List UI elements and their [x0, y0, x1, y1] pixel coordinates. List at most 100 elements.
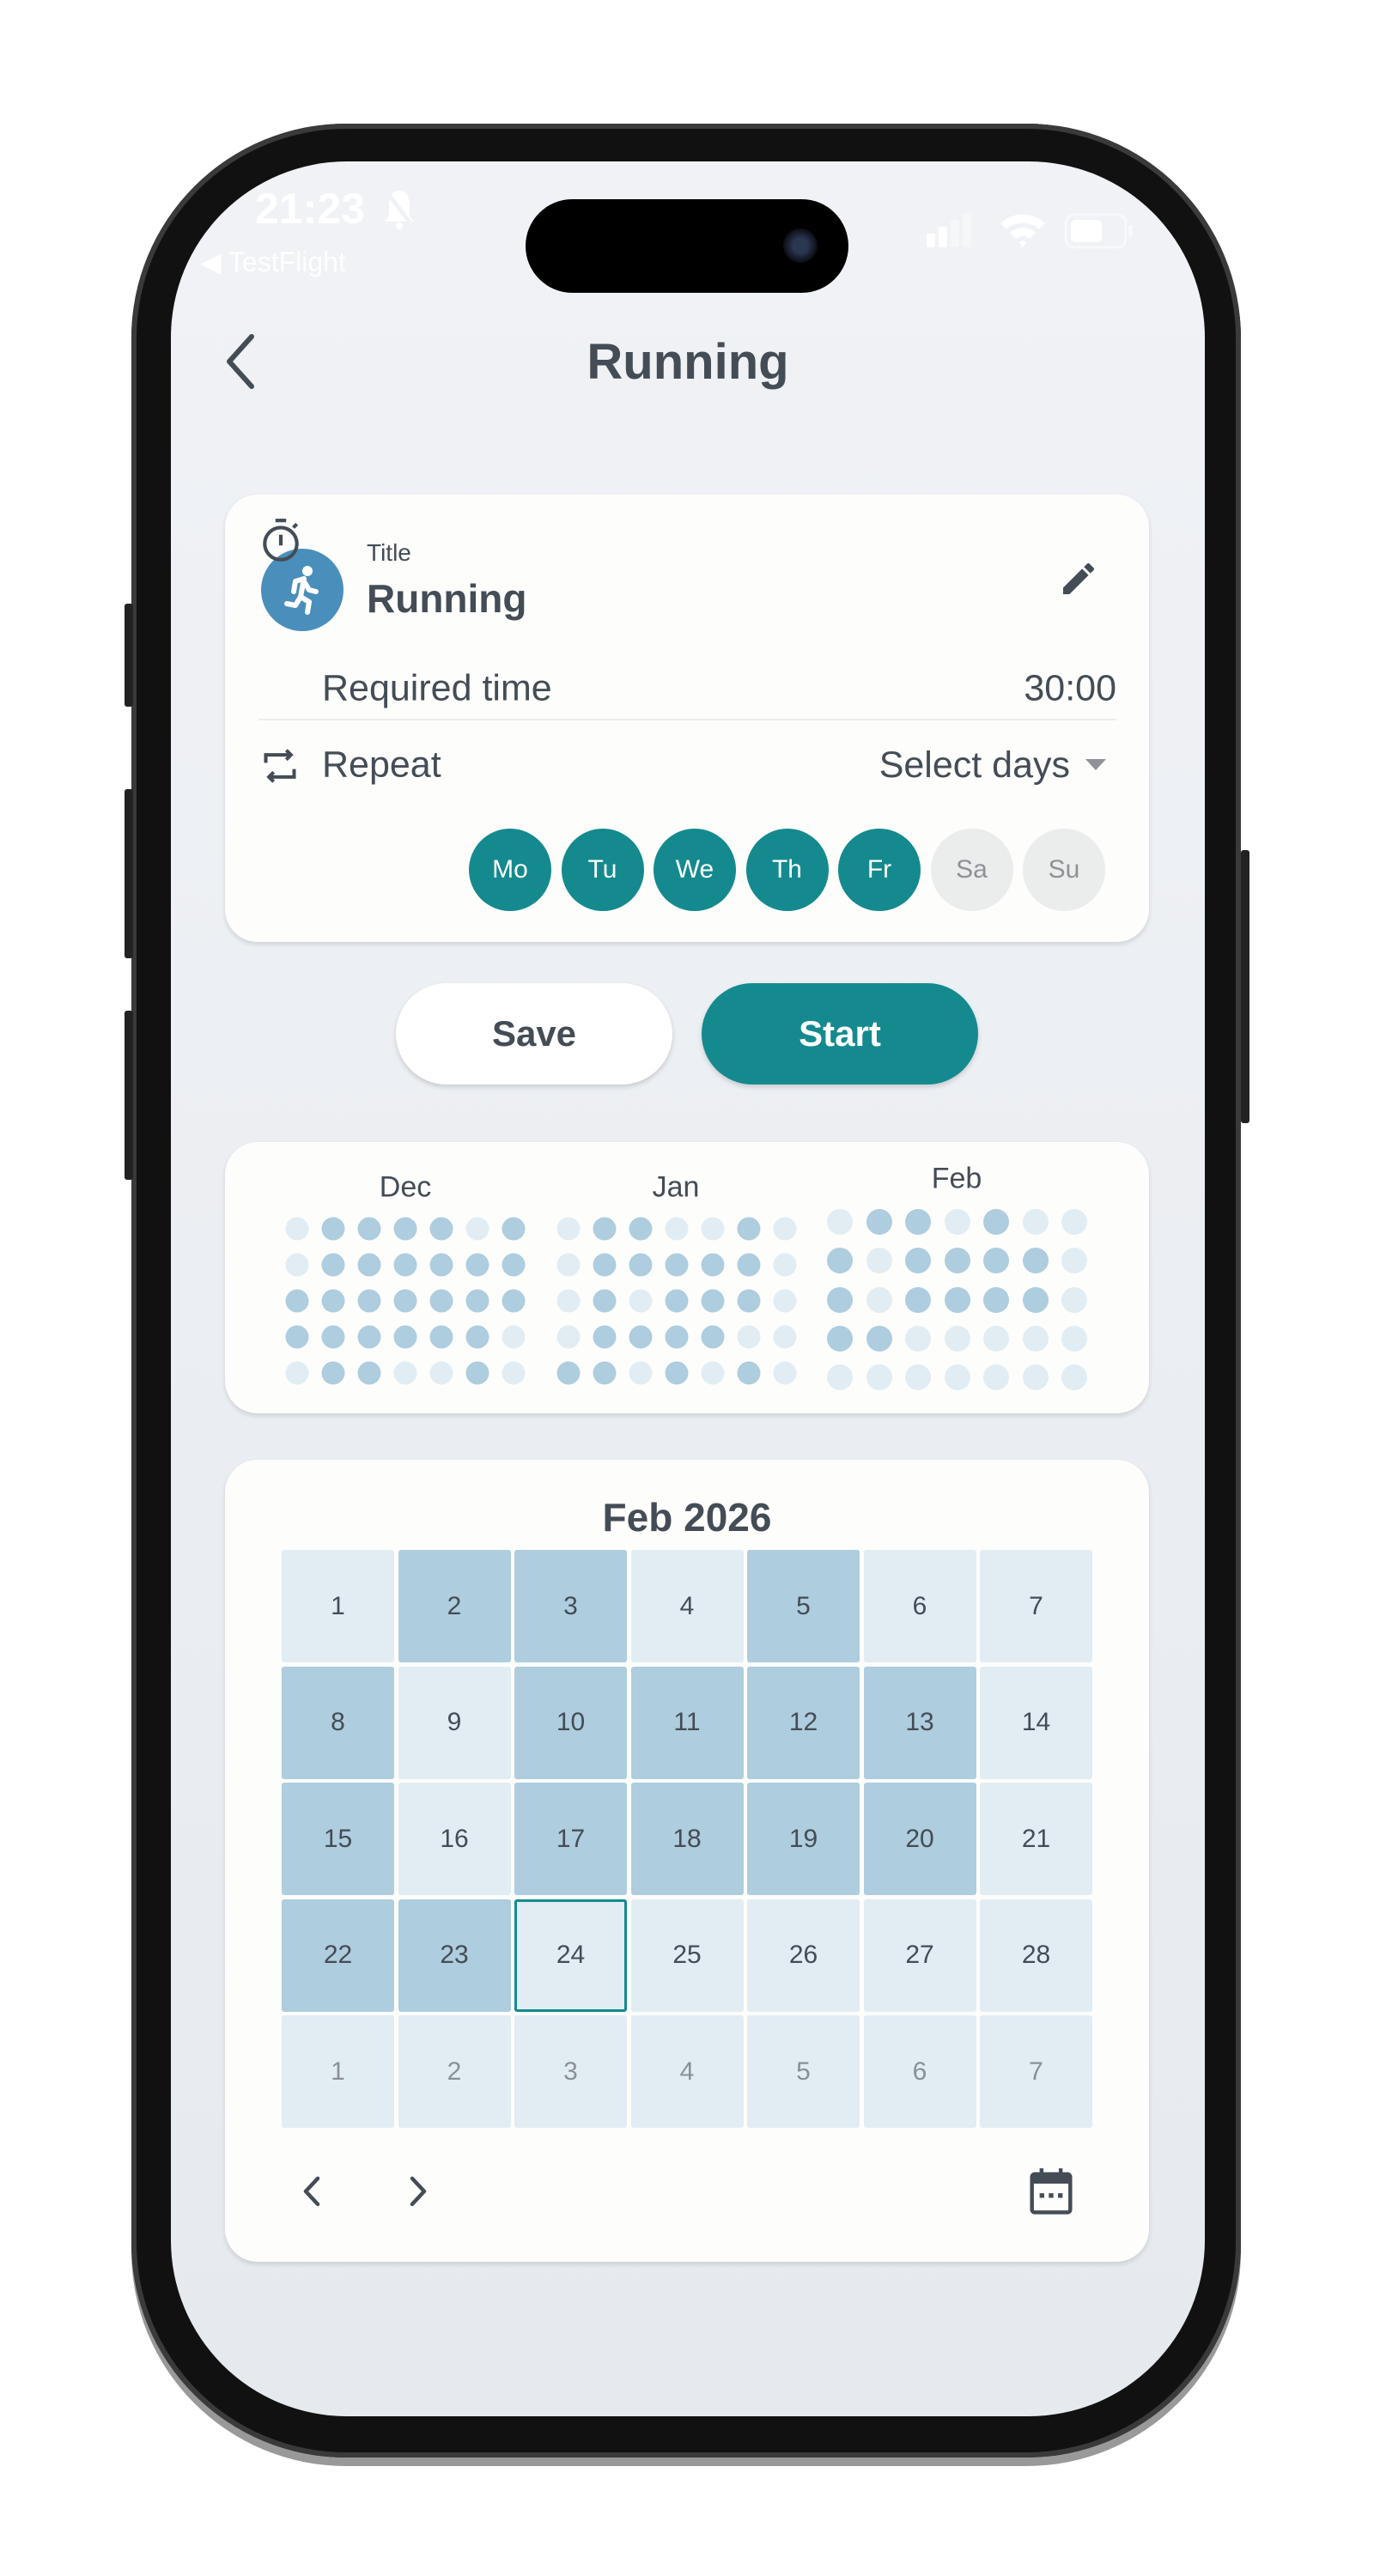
heatmap-dot [465, 1361, 489, 1385]
calendar-day[interactable]: 8 [282, 1666, 394, 1779]
weekday-toggle-th[interactable]: Th [745, 829, 829, 911]
calendar-day[interactable]: 7 [980, 1550, 1092, 1662]
calendar-day[interactable]: 12 [747, 1666, 860, 1779]
heatmap-dot [773, 1289, 797, 1313]
heatmap-dot [502, 1289, 526, 1313]
heatmap-dot [629, 1361, 653, 1385]
calendar-day[interactable]: 22 [282, 1899, 394, 2012]
calendar-day[interactable]: 18 [630, 1783, 744, 1896]
heatmap-dot [983, 1364, 1009, 1391]
title-label: Title [367, 539, 411, 566]
heatmap-dot [502, 1325, 526, 1349]
heatmap-dot [593, 1253, 617, 1277]
calendar-day[interactable]: 2 [398, 2015, 511, 2129]
back-chevron-icon[interactable] [224, 333, 258, 390]
heatmap-dot [1022, 1286, 1049, 1313]
heatmap-dot [502, 1217, 526, 1241]
heatmap-dot [629, 1217, 653, 1241]
calendar-day[interactable]: 25 [630, 1899, 744, 2012]
calendar-day[interactable]: 11 [630, 1666, 744, 1779]
back-to-testflight-link[interactable]: ◀ TestFlight [200, 246, 346, 277]
calendar-day[interactable]: 28 [980, 1899, 1092, 2012]
calendar-day[interactable]: 3 [514, 2015, 627, 2129]
activity-title: Running [367, 576, 527, 621]
calendar-day[interactable]: 21 [980, 1783, 1092, 1896]
calendar-picker-icon[interactable] [1028, 2166, 1074, 2216]
calendar-day[interactable]: 19 [747, 1783, 860, 1896]
heatmap-dot [1022, 1364, 1049, 1391]
calendar-day[interactable]: 1 [282, 1550, 394, 1662]
weekday-toggle-su[interactable]: Su [1023, 829, 1105, 911]
calendar-day[interactable]: 20 [863, 1783, 976, 1896]
heatmap-dot [556, 1361, 581, 1385]
heatmap-dot [357, 1325, 381, 1349]
calendar-day[interactable]: 1 [282, 2015, 394, 2129]
weekday-toggle-we[interactable]: We [654, 829, 736, 911]
calendar-day[interactable]: 16 [398, 1783, 511, 1896]
calendar-day[interactable]: 5 [747, 2015, 860, 2129]
heatmap-dot [465, 1253, 489, 1277]
heatmap-dot [1022, 1209, 1049, 1235]
calendar-day[interactable]: 14 [980, 1666, 1092, 1779]
heatmap-dot [357, 1289, 381, 1313]
heatmap-dot [593, 1325, 617, 1349]
heatmap-dot [773, 1325, 797, 1349]
weekday-toggle-mo[interactable]: Mo [469, 829, 551, 911]
start-button[interactable]: Start [702, 983, 978, 1084]
calendar-day-today[interactable]: 24 [514, 1899, 627, 2012]
calendar-card: Feb 2026 1 2 3 4 5 6 7 8 9 10 11 12 13 14 15 16 17 18 19 20… [225, 1460, 1149, 2262]
heatmap-dot [429, 1325, 453, 1349]
power-button [1241, 850, 1249, 1123]
heatmap-dot [665, 1325, 689, 1349]
select-days-dropdown[interactable]: Select days [879, 744, 1106, 786]
heatmap-dot [321, 1361, 345, 1385]
calendar-day[interactable]: 2 [398, 1550, 511, 1662]
heatmap-dot [701, 1289, 725, 1313]
heatmap-dot [429, 1361, 453, 1385]
calendar-day[interactable]: 5 [747, 1550, 860, 1662]
weekday-toggle-tu[interactable]: Tu [561, 829, 644, 911]
calendar-day[interactable]: 13 [863, 1666, 976, 1779]
heatmap-dot [593, 1217, 617, 1241]
heatmap-month-label: Dec [379, 1170, 432, 1204]
next-month-chevron-icon[interactable] [407, 2174, 429, 2208]
heatmap-dot [285, 1289, 309, 1313]
heatmap-dot [357, 1253, 381, 1277]
calendar-day[interactable]: 10 [514, 1666, 627, 1779]
calendar-day[interactable]: 3 [514, 1550, 627, 1662]
calendar-day[interactable]: 4 [630, 2015, 744, 2129]
heatmap-dot [429, 1253, 453, 1277]
calendar-day[interactable]: 27 [863, 1899, 976, 2012]
heatmap-dot [983, 1286, 1009, 1313]
weekday-toggle-fr[interactable]: Fr [838, 829, 921, 911]
calendar-day[interactable]: 26 [747, 1899, 860, 2012]
heatmap-dot [773, 1361, 797, 1385]
weekday-toggle-sa[interactable]: Sa [930, 829, 1013, 911]
heatmap-dot [321, 1325, 345, 1349]
heatmap-dot [665, 1217, 689, 1241]
heatmap-dot [665, 1253, 689, 1277]
dynamic-island [526, 199, 848, 293]
required-time-value[interactable]: 30:00 [1024, 667, 1116, 709]
calendar-day[interactable]: 4 [630, 1550, 744, 1662]
calendar-day[interactable]: 6 [863, 2015, 976, 2129]
edit-pencil-icon[interactable] [1058, 558, 1099, 599]
calendar-day[interactable]: 23 [398, 1899, 511, 2012]
heatmap-dot [905, 1248, 931, 1274]
heatmap-dot [944, 1325, 970, 1352]
heatmap-dot [465, 1325, 489, 1349]
heatmap-dot [429, 1289, 453, 1313]
calendar-day[interactable]: 7 [980, 2015, 1092, 2129]
heatmap-dot [1061, 1286, 1087, 1313]
calendar-day[interactable]: 15 [282, 1783, 394, 1896]
heatmap-dot [827, 1248, 853, 1274]
previous-month-chevron-icon[interactable] [301, 2174, 323, 2208]
calendar-day[interactable]: 17 [514, 1783, 627, 1896]
calendar-day[interactable]: 6 [863, 1550, 976, 1662]
heatmap-dot [905, 1325, 931, 1352]
heatmap-dot [827, 1325, 853, 1352]
heatmap-dot [701, 1361, 725, 1385]
heatmap-dot [866, 1286, 892, 1313]
calendar-day[interactable]: 9 [398, 1666, 511, 1779]
save-button[interactable]: Save [396, 983, 672, 1084]
